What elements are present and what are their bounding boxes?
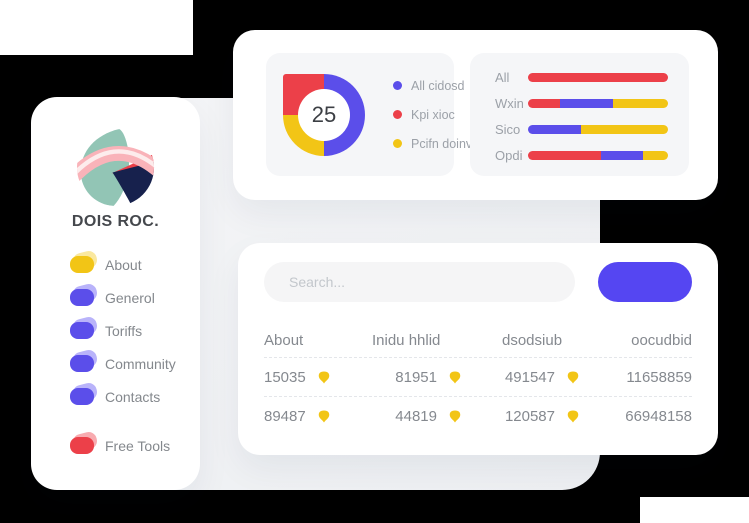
pick-icon <box>449 410 461 422</box>
legend-item: All cidosd <box>393 79 475 93</box>
sidebar-item-label: Contacts <box>105 388 161 405</box>
bar-segment <box>560 98 614 108</box>
sidebar-menu: About Generol Toriffs Community Contacts Free… <box>70 248 192 462</box>
cell-value: 89487 <box>264 407 306 425</box>
bar-track <box>528 151 668 161</box>
menu-blob-icon <box>70 430 99 454</box>
cell-value: 491547 <box>504 368 555 386</box>
bar-segment <box>613 98 668 108</box>
menu-blob-icon <box>70 348 99 372</box>
bar-row: Wxin <box>495 94 668 112</box>
pick-icon <box>318 410 329 422</box>
table-cell: 120587 <box>502 408 594 425</box>
menu-blob-icon <box>70 381 99 405</box>
table-cell: 15035 <box>264 369 346 386</box>
bar-segment <box>528 125 582 135</box>
sidebar-item-about[interactable]: About <box>70 248 192 281</box>
cell-value: 44819 <box>395 407 437 425</box>
table-cell: 89487 <box>264 408 346 425</box>
brand-name: DOIS ROC. <box>71 213 160 230</box>
cell-value: 81951 <box>395 368 437 386</box>
cell-value: 66948158 <box>625 407 692 425</box>
sidebar-item-community[interactable]: Community <box>70 347 192 380</box>
bar-segment <box>581 125 668 135</box>
table-cell: 11658859 <box>620 369 692 386</box>
stacked-bar-chart: All Wxin Sico Opdi <box>470 53 689 176</box>
sidebar-item-label: Toriffs <box>105 322 143 339</box>
legend-dot-icon <box>393 81 402 90</box>
bar-track <box>528 98 668 108</box>
donut-chart: 25 <box>283 74 365 156</box>
bar-track <box>528 125 668 135</box>
bar-category-label: Sico <box>495 122 521 138</box>
table-header-row: About Inidu hhlid dsodsiub oocudbid <box>264 323 692 357</box>
sidebar-item-label: Generol <box>105 289 155 306</box>
sidebar-item-toriffs[interactable]: Toriffs <box>70 314 192 347</box>
sidebar-item-label: Community <box>105 355 176 372</box>
bar-segment <box>642 151 668 161</box>
table-cell: 81951 <box>372 369 476 386</box>
bar-category-label: Wxin <box>495 95 524 111</box>
legend-item: Kpi xioc <box>393 108 475 122</box>
bar-row: Sico <box>495 121 668 139</box>
sidebar-item-contacts[interactable]: Contacts <box>70 380 192 413</box>
sidebar: DOIS ROC. About Generol Toriffs Community Co… <box>31 97 200 490</box>
search-row <box>264 262 692 302</box>
bar-track <box>528 72 668 82</box>
table-cell: 491547 <box>502 369 594 386</box>
pick-icon <box>567 410 579 422</box>
menu-blob-icon <box>70 249 99 273</box>
sidebar-item-label: About <box>105 256 142 273</box>
legend-label: Kpi xioc <box>411 107 455 122</box>
cell-value: 15035 <box>264 368 306 386</box>
legend-item: Pcifn doinvi <box>393 137 475 151</box>
table-row: 15035 81951 491547 11658859 <box>264 357 692 396</box>
background-corner-bottom-right <box>640 497 749 523</box>
column-header: Inidu hhlid <box>372 331 441 349</box>
donut-chart-card: 25 All cidosd Kpi xioc Pcifn doinvi <box>266 53 475 176</box>
bar-chart-card: All Wxin Sico Opdi <box>470 53 689 176</box>
pick-icon <box>449 371 461 383</box>
bar-category-label: Opdi <box>495 148 523 164</box>
table-row: 89487 44819 120587 66948158 <box>264 396 692 435</box>
legend-dot-icon <box>393 139 402 148</box>
legend-label: Pcifn doinvi <box>411 136 475 151</box>
legend-dot-icon <box>393 110 402 119</box>
cell-value: 120587 <box>504 407 555 425</box>
column-header: About <box>264 331 304 349</box>
bar-segment <box>528 72 668 82</box>
bar-row: Opdi <box>495 147 668 165</box>
legend-label: All cidosd <box>411 78 465 93</box>
pick-icon <box>567 371 579 383</box>
pick-icon <box>318 371 329 383</box>
donut-center-value: 25 <box>298 89 350 141</box>
bar-segment <box>528 98 561 108</box>
bar-segment <box>600 151 643 161</box>
search-input[interactable] <box>264 262 575 302</box>
bar-category-label: All <box>495 69 510 85</box>
menu-blob-icon <box>70 315 99 339</box>
table-cell: 66948158 <box>620 408 692 425</box>
bar-row: All <box>495 68 668 86</box>
brand-logo <box>74 126 157 209</box>
donut-legend: All cidosd Kpi xioc Pcifn doinvi <box>393 53 475 176</box>
cell-value: 11658859 <box>626 368 692 386</box>
bar-segment <box>528 151 601 161</box>
sidebar-item-free-tools[interactable]: Free Tools <box>70 429 192 462</box>
table-cell: 44819 <box>372 408 476 425</box>
sidebar-item-generol[interactable]: Generol <box>70 281 192 314</box>
column-header: dsodsiub <box>502 331 563 349</box>
stats-card: 25 All cidosd Kpi xioc Pcifn doinvi All Wxi… <box>233 30 718 200</box>
data-table: About Inidu hhlid dsodsiub oocudbid 15035 81… <box>264 323 692 435</box>
column-header: oocudbid <box>631 331 692 349</box>
background-corner-top-left <box>0 0 193 55</box>
table-card: About Inidu hhlid dsodsiub oocudbid 15035 81… <box>238 243 718 455</box>
menu-blob-icon <box>70 282 99 306</box>
sidebar-item-label: Free Tools <box>105 437 171 454</box>
primary-action-button[interactable] <box>598 262 692 302</box>
